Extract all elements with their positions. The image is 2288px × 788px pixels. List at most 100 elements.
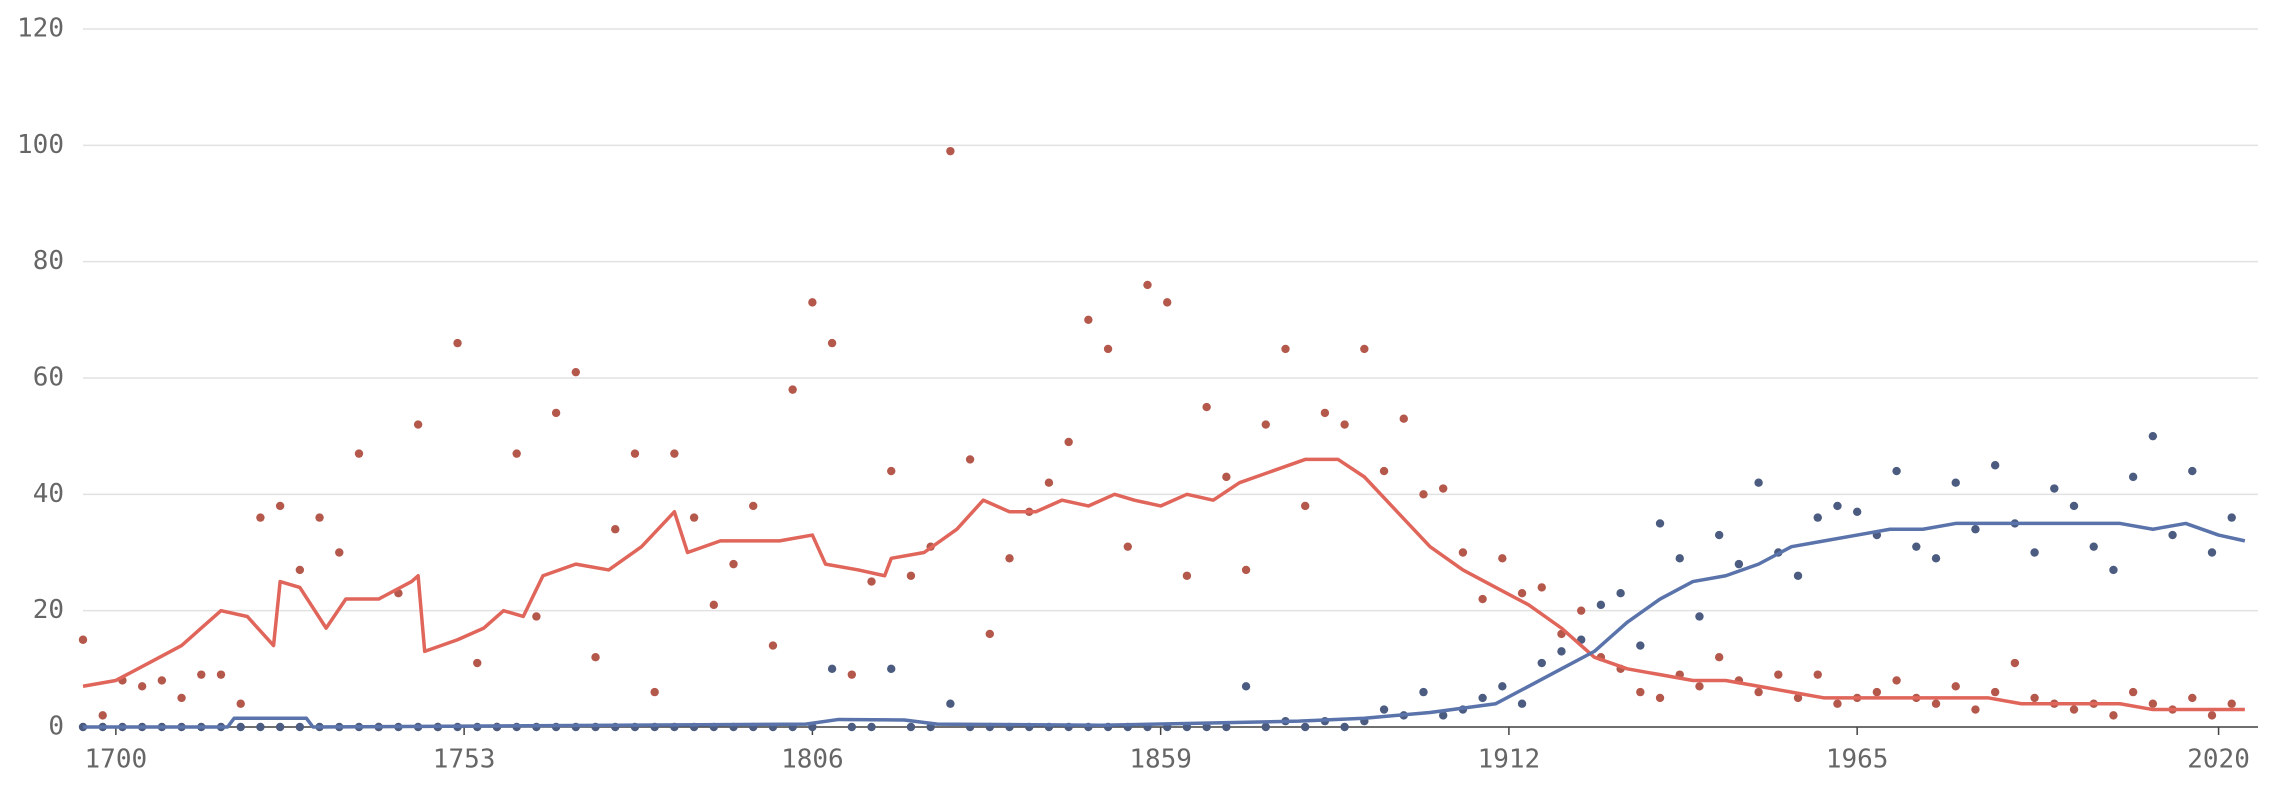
- point: [137, 682, 147, 691]
- point: [1261, 722, 1270, 732]
- point: [1754, 478, 1763, 487]
- point: [2148, 431, 2158, 441]
- point: [1202, 402, 1211, 412]
- point: [827, 338, 837, 348]
- point: [1951, 478, 1960, 487]
- point: [650, 687, 659, 697]
- point: [887, 466, 896, 476]
- point: [1852, 507, 1862, 516]
- point: [2188, 466, 2197, 476]
- point: [551, 408, 561, 418]
- point: [2030, 548, 2039, 557]
- point: [1478, 594, 1487, 604]
- point: [2148, 699, 2158, 708]
- y-tick-label: 120: [17, 14, 64, 44]
- point: [768, 641, 778, 650]
- point: [1419, 687, 1428, 697]
- point: [1774, 670, 1783, 679]
- point: [591, 653, 600, 662]
- point: [1990, 461, 2000, 470]
- point: [1301, 722, 1310, 732]
- point: [611, 525, 620, 534]
- point: [1734, 559, 1744, 569]
- point: [749, 501, 758, 511]
- x-tick-label: 1965: [1826, 745, 1889, 775]
- point: [473, 658, 482, 668]
- point: [1478, 693, 1487, 703]
- point: [1281, 344, 1290, 354]
- point: [275, 722, 285, 732]
- point: [867, 577, 876, 586]
- point: [1340, 722, 1349, 732]
- point: [335, 548, 344, 557]
- point: [571, 367, 581, 377]
- point: [1951, 682, 1960, 691]
- point: [1675, 554, 1684, 563]
- point: [1793, 693, 1803, 703]
- point: [709, 600, 719, 610]
- point: [1754, 687, 1763, 697]
- trend-line: [82, 457, 2245, 712]
- point: [1892, 466, 1901, 476]
- x-tick-label: 1753: [433, 745, 496, 775]
- point: [1636, 641, 1645, 650]
- y-tick-label: 0: [48, 712, 64, 742]
- point: [177, 693, 186, 703]
- point: [1084, 315, 1093, 325]
- point: [2188, 693, 2197, 703]
- point: [1103, 344, 1113, 354]
- point: [1971, 525, 1980, 534]
- point: [1517, 699, 1527, 708]
- point: [788, 385, 797, 394]
- point: [413, 420, 423, 429]
- y-tick-label: 20: [33, 595, 64, 625]
- point: [946, 699, 955, 708]
- point: [1655, 519, 1665, 528]
- point: [1517, 589, 1527, 598]
- point: [1498, 682, 1507, 691]
- point: [2227, 513, 2236, 522]
- point: [1379, 466, 1389, 476]
- y-tick-label: 40: [33, 479, 64, 509]
- point: [2207, 711, 2217, 720]
- point: [1833, 501, 1842, 511]
- point: [2109, 711, 2118, 720]
- point: [157, 676, 167, 685]
- point: [2207, 548, 2217, 557]
- x-tick-label: 2020: [2187, 745, 2250, 775]
- point: [670, 449, 679, 458]
- point: [1813, 670, 1822, 679]
- point: [2168, 530, 2177, 540]
- point: [827, 664, 837, 674]
- point: [2069, 501, 2079, 511]
- x-tick-label: 1700: [85, 745, 148, 775]
- point: [906, 722, 916, 732]
- point: [1123, 542, 1132, 551]
- point: [1714, 653, 1724, 662]
- point: [1182, 571, 1192, 580]
- point: [2128, 687, 2138, 697]
- point: [1655, 693, 1665, 703]
- x-tick-label: 1912: [1478, 745, 1541, 775]
- point: [630, 449, 640, 458]
- point: [512, 449, 521, 458]
- point: [1931, 554, 1941, 563]
- point: [2109, 565, 2118, 575]
- point: [1971, 705, 1980, 714]
- point: [354, 449, 364, 458]
- point: [1557, 647, 1566, 656]
- point: [1360, 344, 1369, 354]
- point: [1143, 280, 1152, 290]
- point: [1438, 484, 1448, 493]
- point: [1005, 554, 1014, 563]
- point: [256, 513, 265, 522]
- point: [2069, 705, 2079, 714]
- point: [453, 338, 462, 348]
- point: [1379, 705, 1389, 714]
- point: [1261, 420, 1270, 429]
- point: [1931, 699, 1941, 708]
- point: [98, 711, 107, 720]
- y-tick-label: 60: [33, 363, 64, 393]
- point: [1990, 687, 2000, 697]
